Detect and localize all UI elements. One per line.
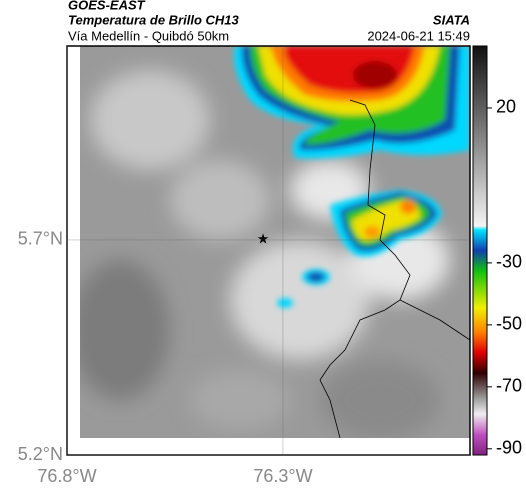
datetime: 2024-06-21 15:49 [367,28,470,43]
x-tick-label: 76.3°W [253,466,312,486]
source: SIATA [433,12,470,27]
y-tick-label: 5.7°N [18,229,63,249]
colorbar-tick-label: -70 [496,376,522,396]
x-tick-label: 76.8°W [37,466,96,486]
title: GOES-EAST [68,0,146,12]
location-marker: ★ [257,231,270,247]
location: Vía Medellín - Quibdó 50km [68,28,229,43]
subtitle: Temperatura de Brillo CH13 [68,12,240,27]
y-tick-label: 5.2°N [18,444,63,464]
colorbar-tick-label: -30 [496,252,522,272]
satellite-image [80,46,470,438]
colorbar-tick-label: 20 [496,97,516,117]
colorbar-tick-label: -50 [496,314,522,334]
colorbar-tick-label: -90 [496,438,522,458]
colorbar [472,45,488,456]
